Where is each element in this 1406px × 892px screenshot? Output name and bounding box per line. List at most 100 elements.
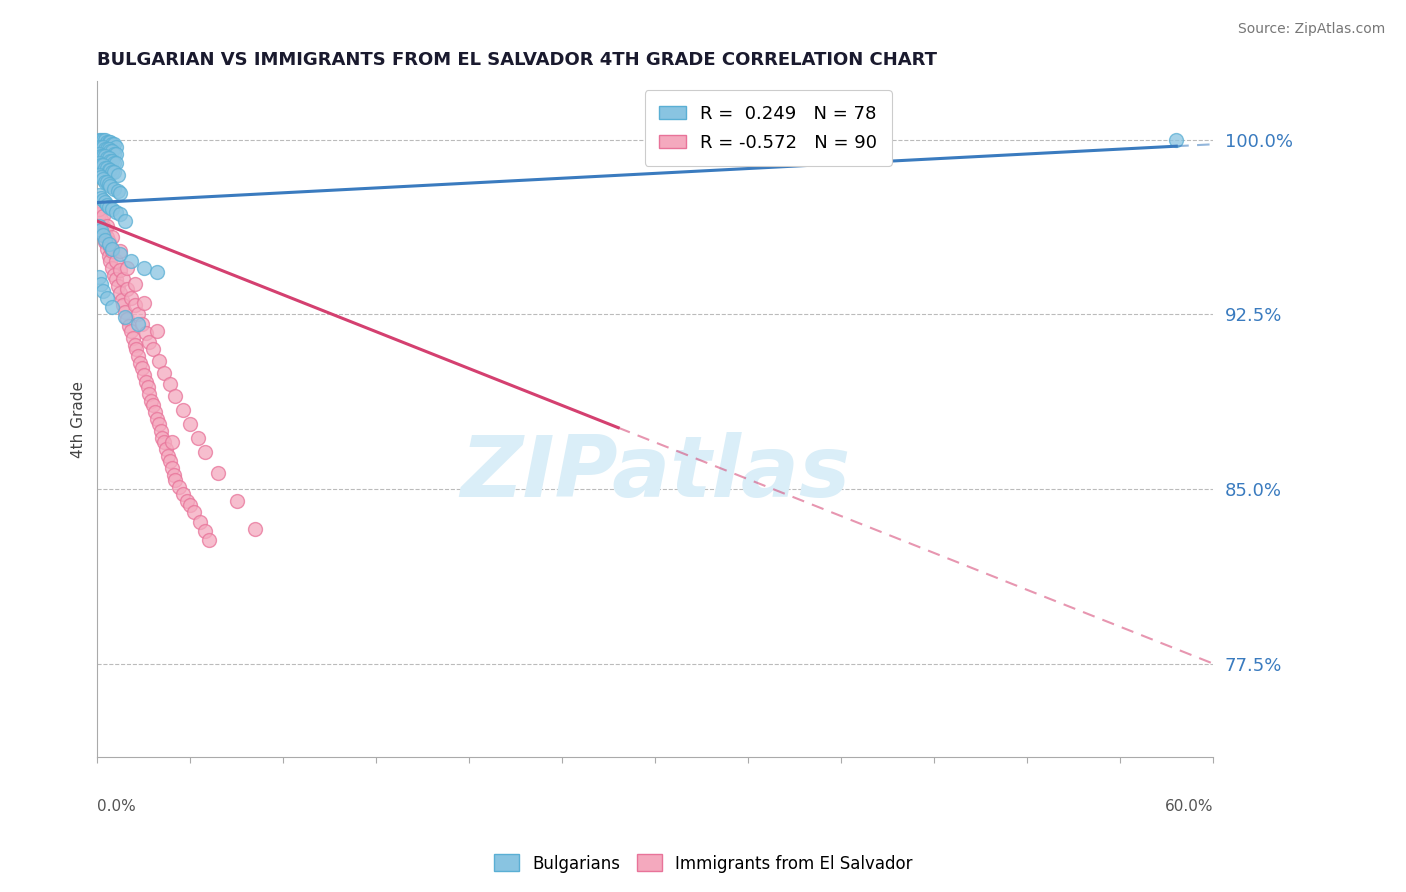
Point — [103, 181, 125, 195]
Point — [90, 211, 112, 226]
Point — [91, 284, 114, 298]
Point — [89, 214, 111, 228]
Point — [149, 424, 172, 438]
Point — [176, 493, 198, 508]
Point — [90, 277, 112, 291]
Point — [141, 393, 163, 408]
Point — [90, 223, 112, 237]
Point — [91, 210, 114, 224]
Point — [207, 466, 229, 480]
Point — [114, 214, 136, 228]
Point — [89, 132, 111, 146]
Point — [245, 522, 267, 536]
Point — [89, 219, 111, 233]
Point — [100, 153, 122, 168]
Point — [110, 293, 132, 308]
Point — [104, 146, 127, 161]
Point — [108, 263, 131, 277]
Point — [94, 223, 117, 237]
Point — [114, 305, 136, 319]
Point — [104, 272, 127, 286]
Point — [153, 435, 176, 450]
Point — [96, 161, 118, 175]
Point — [138, 335, 160, 350]
Point — [101, 260, 124, 275]
Point — [146, 412, 169, 426]
Point — [131, 317, 153, 331]
Point — [94, 149, 117, 163]
Point — [89, 207, 111, 221]
Point — [101, 202, 124, 217]
Text: Source: ZipAtlas.com: Source: ZipAtlas.com — [1237, 22, 1385, 37]
Point — [118, 318, 141, 333]
Point — [148, 354, 170, 368]
Point — [155, 442, 177, 457]
Point — [120, 253, 142, 268]
Point — [97, 162, 120, 177]
Point — [100, 253, 122, 268]
Point — [135, 375, 157, 389]
Point — [96, 242, 118, 256]
Point — [127, 307, 149, 321]
Point — [97, 249, 120, 263]
Point — [142, 398, 165, 412]
Point — [96, 174, 118, 188]
Point — [103, 137, 125, 152]
Point — [96, 291, 118, 305]
Point — [121, 330, 143, 344]
Point — [135, 326, 157, 340]
Point — [124, 337, 146, 351]
Point — [107, 279, 129, 293]
Point — [89, 202, 111, 217]
Point — [132, 368, 155, 382]
Legend: R =  0.249   N = 78, R = -0.572   N = 90: R = 0.249 N = 78, R = -0.572 N = 90 — [644, 90, 891, 166]
Point — [91, 132, 114, 146]
Point — [115, 282, 138, 296]
Point — [91, 139, 114, 153]
Point — [90, 191, 112, 205]
Point — [96, 135, 118, 149]
Point — [159, 454, 181, 468]
Point — [160, 461, 183, 475]
Point — [100, 145, 122, 159]
Point — [103, 268, 125, 282]
Point — [101, 137, 124, 152]
Point — [108, 244, 131, 259]
Point — [90, 139, 112, 153]
Point — [183, 505, 205, 519]
Point — [97, 237, 120, 252]
Point — [104, 204, 127, 219]
Point — [107, 168, 129, 182]
Legend: Bulgarians, Immigrants from El Salvador: Bulgarians, Immigrants from El Salvador — [486, 847, 920, 880]
Point — [101, 230, 124, 244]
Point — [159, 377, 181, 392]
Point — [103, 165, 125, 179]
Point — [101, 145, 124, 159]
Point — [160, 435, 183, 450]
Point — [90, 221, 112, 235]
Point — [97, 235, 120, 249]
Point — [179, 499, 201, 513]
Point — [143, 405, 166, 419]
Point — [132, 260, 155, 275]
Point — [152, 431, 174, 445]
Point — [165, 389, 187, 403]
Point — [198, 533, 221, 548]
Point — [94, 161, 117, 175]
Point — [142, 343, 165, 357]
Point — [96, 219, 118, 233]
Point — [91, 193, 114, 207]
Point — [127, 317, 149, 331]
Point — [97, 142, 120, 156]
Point — [146, 324, 169, 338]
Text: ZIPatlas: ZIPatlas — [460, 432, 851, 515]
Point — [157, 450, 180, 464]
Point — [97, 200, 120, 214]
Point — [112, 272, 135, 286]
Point — [91, 228, 114, 243]
Point — [165, 473, 187, 487]
Point — [187, 431, 209, 445]
Point — [120, 291, 142, 305]
Point — [94, 142, 117, 156]
Point — [101, 165, 124, 179]
